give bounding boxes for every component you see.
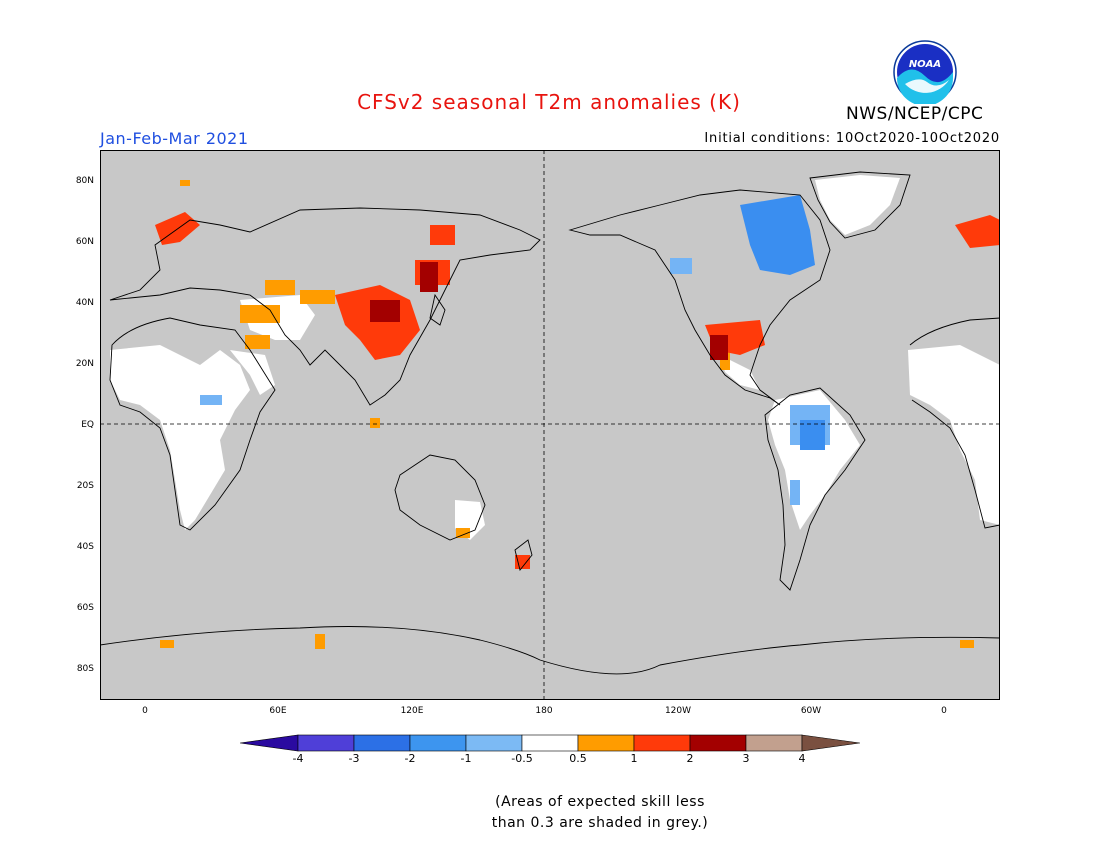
note-line-2: than 0.3 are shaded in grey.) [491,815,709,831]
colorbar-label: -1 [460,752,472,765]
warm-patch-central-asia [265,280,295,295]
new-zealand-coast [514,539,533,571]
colorbar-label: 3 [742,752,750,765]
lon-label: 0 [941,706,947,716]
colorbar-label: 4 [798,752,806,765]
lon-label: 120E [400,706,424,716]
forecast-period: Jan-Feb-Mar 2021 [100,129,249,148]
lon-label: 120W [664,706,692,716]
strong-warm-manchuria [420,262,438,292]
warm-scandinavia-right [955,215,1000,248]
warm-patch-iran [240,305,280,323]
coastlines [100,171,1000,675]
colorbar-label: -3 [348,752,360,765]
colorbar-label: 0.5 [569,752,587,765]
colorbar-label: -4 [292,752,304,765]
colorbar-label: -0.5 [511,752,533,765]
warm-patch-kazakh [300,290,335,304]
warm-patch-se-australia [456,528,470,538]
colorbar-label: -2 [404,752,416,765]
colorbar-bin [689,734,747,752]
colorbar-high-arrow [801,734,860,752]
colorbar-label: 2 [686,752,694,765]
colorbar-bin [745,734,803,752]
cool-south-america [790,480,800,505]
warm-siberia [430,225,455,245]
skill-note: (Areas of expected skill less than 0.3 a… [420,792,780,834]
colorbar-bin [409,734,467,752]
lat-label: 40N [75,298,94,308]
logo-text: NOAA [909,59,941,70]
lon-label: 0 [142,706,148,716]
lat-label: 80S [76,664,94,674]
north-america-coast [568,189,831,406]
lat-label: 80N [75,176,94,186]
colorbar-bin [353,734,411,752]
lat-label: EQ [81,420,94,430]
warm-patch-antarctica-1 [160,640,174,648]
ocean-background [100,150,1000,700]
agency-label: NWS/NCEP/CPC [846,104,984,124]
africa-coast-right-south [911,399,1000,529]
forecast-warm-strong [370,262,728,360]
warm-patch-antarctica-2 [315,634,325,649]
australia-coast [394,454,486,541]
warm-patch-antarctica-3 [960,640,974,648]
lon-label: 60E [269,706,287,716]
cool-eastern-canada [740,195,815,275]
cool-western-canada [670,258,692,274]
colorbar-bin [521,734,579,752]
lon-label: 180 [535,706,553,716]
grid-dashes [100,150,1000,700]
initial-conditions: Initial conditions: 10Oct2020-10Oct2020 [704,131,1000,146]
warm-patch-sumatra [370,418,380,428]
warm-patch-svalbard [180,180,190,186]
strong-warm-china [370,300,400,322]
colorbar [240,734,860,752]
warm-patch-arabia [245,335,270,349]
greenland-coast [809,171,911,239]
lat-label: 40S [76,542,94,552]
strong-warm-texas [710,335,728,360]
south-america-coast [764,387,866,591]
lat-label: 20S [76,481,94,491]
lat-label: 60N [75,237,94,247]
noaa-logo: NOAA [893,40,957,104]
colorbar-low-arrow [240,734,299,752]
eurasia-coast [109,207,541,406]
africa-coast [109,317,276,531]
japan-coast [429,293,446,326]
forecast-cool-medium [740,195,825,450]
lon-label: 60W [800,706,822,716]
colorbar-bin [297,734,355,752]
antarctica-coast [100,626,1000,675]
cool-brazil [800,420,825,450]
map-title: CFSv2 seasonal T2m anomalies (K) [357,90,741,114]
note-line-1: (Areas of expected skill less [495,794,705,810]
colorbar-bin [577,734,635,752]
colorbar-bin [465,734,523,752]
colorbar-label: 1 [630,752,638,765]
lat-label: 20N [75,359,94,369]
africa-coast-right [909,317,1000,346]
lat-label: 60S [76,603,94,613]
cool-central-africa [200,395,222,405]
world-map [100,150,1000,700]
colorbar-bin [633,734,691,752]
